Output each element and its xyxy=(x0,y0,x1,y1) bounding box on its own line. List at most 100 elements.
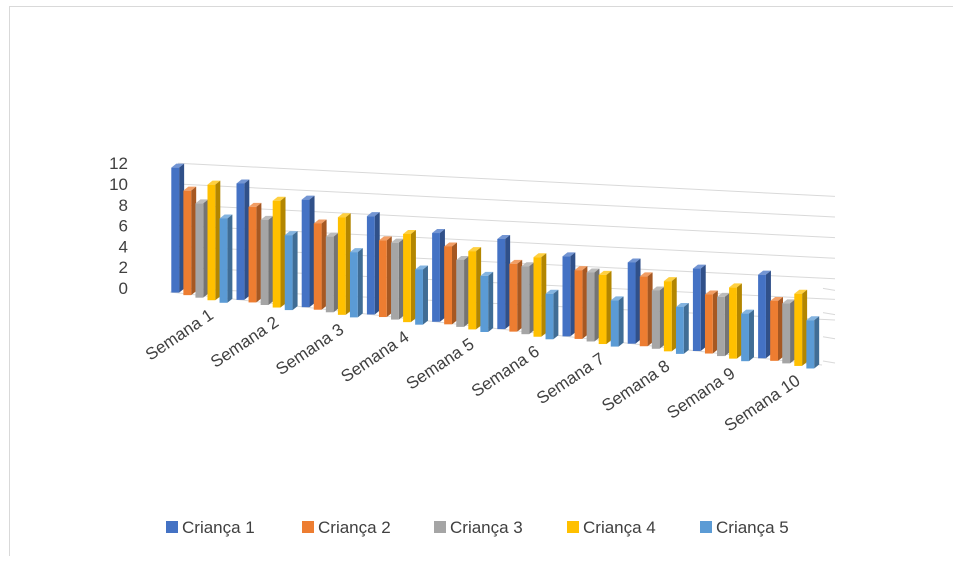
bar-front xyxy=(794,293,803,366)
bar xyxy=(195,199,209,298)
bar-top xyxy=(403,229,416,234)
bar-top xyxy=(610,296,624,301)
legend-swatch xyxy=(166,521,178,533)
bar-top xyxy=(497,234,511,239)
bar-front xyxy=(480,275,489,332)
bar-side xyxy=(410,229,416,323)
bar-front xyxy=(171,167,180,293)
bar xyxy=(770,296,783,361)
bar-front xyxy=(562,256,571,337)
bar-front xyxy=(651,290,660,349)
bar xyxy=(610,296,624,347)
bar-front xyxy=(741,313,749,362)
bar-side xyxy=(256,202,262,303)
bar-side xyxy=(594,268,600,342)
bar xyxy=(717,292,730,357)
bar-side xyxy=(398,238,404,320)
bar-side xyxy=(227,214,233,303)
bar-front xyxy=(284,235,293,311)
bar-side xyxy=(765,270,771,359)
bar-front xyxy=(704,294,713,354)
bar-top xyxy=(183,186,197,191)
bar-top xyxy=(675,302,689,307)
gridline xyxy=(177,183,836,218)
bar-front xyxy=(219,218,228,303)
gridline xyxy=(177,204,836,239)
bar-front xyxy=(717,296,725,357)
bar-front xyxy=(574,270,583,339)
bar-front xyxy=(468,251,477,330)
bar-top xyxy=(598,270,612,275)
bar-front xyxy=(770,300,778,361)
bar-side xyxy=(422,265,428,325)
bar-side xyxy=(268,215,274,305)
bar xyxy=(509,259,523,332)
bar-top xyxy=(301,195,315,200)
bar xyxy=(533,253,547,337)
bar-top xyxy=(468,247,482,252)
bar-top xyxy=(444,242,457,247)
legend-label: Criança 2 xyxy=(318,518,391,537)
bar xyxy=(574,266,588,339)
bar-front xyxy=(432,233,440,322)
bar xyxy=(497,234,511,330)
bar-side xyxy=(529,262,535,335)
bar-side xyxy=(748,309,754,362)
bar xyxy=(301,195,315,308)
bar-side xyxy=(357,248,363,318)
legend-swatch xyxy=(434,521,446,533)
bar-top xyxy=(219,214,233,219)
bar-side xyxy=(618,296,624,347)
bar xyxy=(349,248,363,318)
chart-area-border xyxy=(9,6,953,556)
bar-side xyxy=(439,229,445,322)
bar-top xyxy=(521,262,535,267)
bar-top xyxy=(366,212,380,217)
bar-front xyxy=(639,276,648,347)
legend-swatch xyxy=(700,521,712,533)
legend-swatch xyxy=(302,521,314,533)
bar-side xyxy=(553,289,559,340)
bar-top xyxy=(692,264,706,269)
bar xyxy=(598,270,612,345)
x-tick-label: Semana 8 xyxy=(598,356,673,415)
bar-side xyxy=(476,247,482,330)
bar-side xyxy=(464,255,470,327)
x-tick-label: Semana 7 xyxy=(533,349,608,408)
bar-front xyxy=(598,274,607,345)
bar-top xyxy=(806,316,820,321)
bar xyxy=(207,180,221,301)
gridline xyxy=(822,360,836,364)
bar-front xyxy=(337,217,346,315)
bar-front xyxy=(586,272,595,342)
bar-front xyxy=(366,216,375,315)
bar xyxy=(378,236,392,318)
bar-side xyxy=(505,234,511,330)
legend-label: Criança 4 xyxy=(583,518,656,537)
bar-top xyxy=(415,265,428,270)
bar-side xyxy=(203,199,209,298)
bar-side xyxy=(790,299,796,364)
bar-side xyxy=(333,232,339,313)
bar xyxy=(729,283,742,359)
bar-front xyxy=(497,238,506,330)
bar-top xyxy=(741,309,754,314)
bar-top xyxy=(651,286,665,291)
x-tick-label: Semana 4 xyxy=(338,327,413,386)
bar-side xyxy=(712,290,718,354)
bar-front xyxy=(729,287,737,359)
x-tick-label: Semana 9 xyxy=(664,364,739,423)
bar-front xyxy=(533,257,542,337)
bar-side xyxy=(683,302,689,354)
bar-front xyxy=(782,303,791,364)
bar-side xyxy=(244,179,250,300)
y-tick-label: 8 xyxy=(119,196,128,215)
bar-top xyxy=(195,199,209,204)
bar-top xyxy=(758,270,771,275)
bar-top xyxy=(378,236,392,241)
bar-side xyxy=(671,277,677,352)
bars xyxy=(171,163,820,369)
bar xyxy=(806,316,820,369)
bar xyxy=(562,252,576,337)
bar xyxy=(272,196,286,308)
